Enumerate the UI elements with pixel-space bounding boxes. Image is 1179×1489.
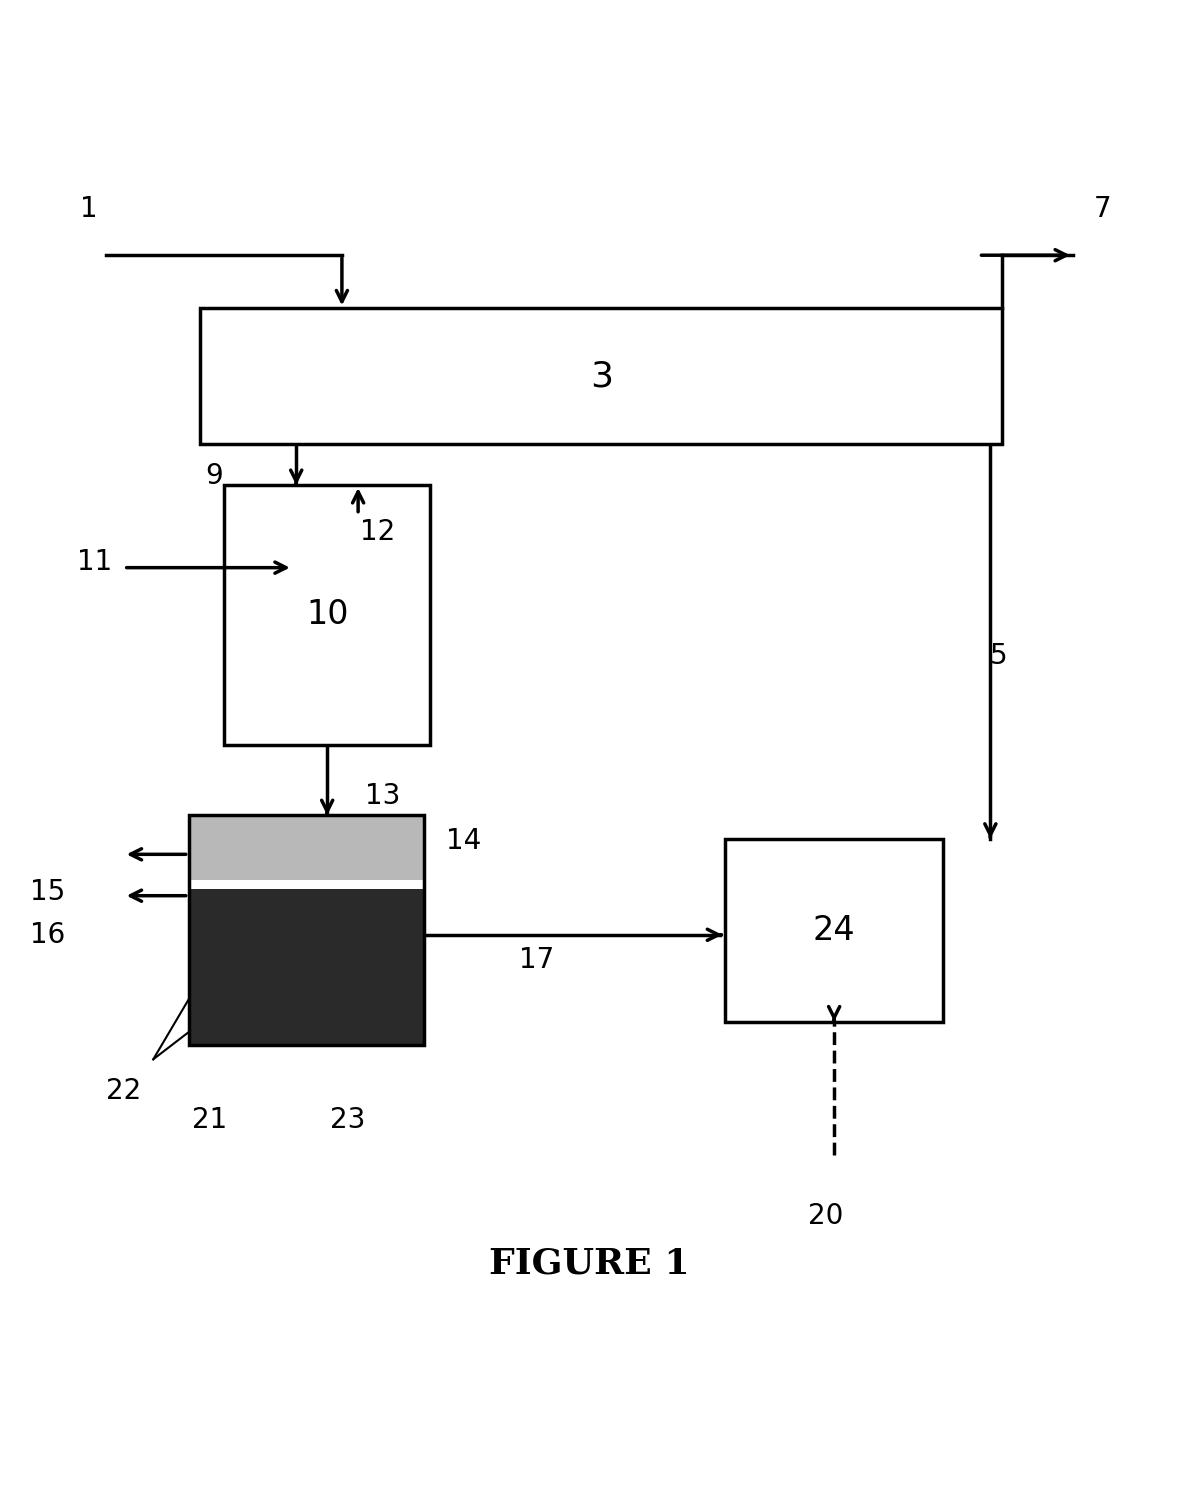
Bar	[189, 889, 424, 1045]
Text: 14: 14	[446, 826, 481, 855]
Bar	[224, 485, 430, 744]
Text: 9: 9	[205, 462, 223, 490]
Text: 21: 21	[192, 1106, 228, 1135]
Text: 13: 13	[365, 782, 401, 810]
Text: 24: 24	[812, 914, 856, 947]
Text: 10: 10	[305, 599, 349, 631]
Bar	[725, 838, 943, 1021]
Text: 3: 3	[590, 359, 613, 393]
Text: 15: 15	[29, 879, 65, 905]
Text: 7: 7	[1094, 195, 1111, 223]
Text: 23: 23	[330, 1106, 365, 1135]
Bar	[189, 816, 424, 880]
Text: 22: 22	[106, 1077, 141, 1105]
Text: 5: 5	[990, 642, 1008, 670]
Text: 17: 17	[519, 947, 554, 974]
Bar	[189, 816, 424, 1045]
Text: 16: 16	[29, 922, 65, 950]
Text: 12: 12	[360, 518, 395, 546]
Bar	[200, 308, 1002, 444]
Text: 20: 20	[808, 1202, 843, 1230]
Text: FIGURE 1: FIGURE 1	[489, 1246, 690, 1281]
Text: 1: 1	[80, 195, 97, 223]
Bar	[189, 816, 424, 1045]
Text: 11: 11	[77, 548, 112, 576]
